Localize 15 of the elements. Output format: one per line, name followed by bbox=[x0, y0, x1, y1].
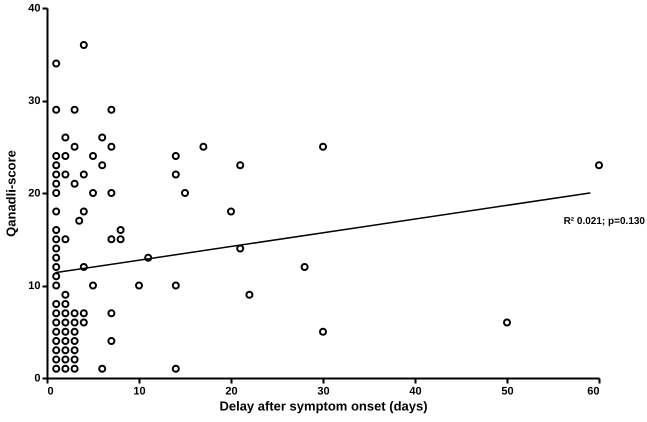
x-tick-label: 50 bbox=[501, 386, 514, 398]
y-axis-title: Qanadli-score bbox=[3, 150, 18, 237]
x-tick-label: 40 bbox=[409, 386, 422, 398]
y-tick-label: 0 bbox=[34, 372, 40, 384]
y-tick-label: 30 bbox=[28, 95, 40, 107]
x-tick-label: 10 bbox=[133, 386, 146, 398]
x-tick-label: 20 bbox=[225, 386, 238, 398]
x-axis-title: Delay after symptom onset (days) bbox=[219, 398, 428, 414]
y-tick-label: 40 bbox=[28, 2, 40, 14]
y-tick-label: 20 bbox=[28, 188, 40, 200]
x-tick-label: 0 bbox=[48, 386, 54, 398]
y-tick-label: 10 bbox=[28, 280, 40, 292]
x-tick-label: 60 bbox=[587, 386, 600, 398]
annotation: R² 0.021; p=0.130 bbox=[564, 216, 646, 227]
x-tick-label: 30 bbox=[317, 386, 330, 398]
